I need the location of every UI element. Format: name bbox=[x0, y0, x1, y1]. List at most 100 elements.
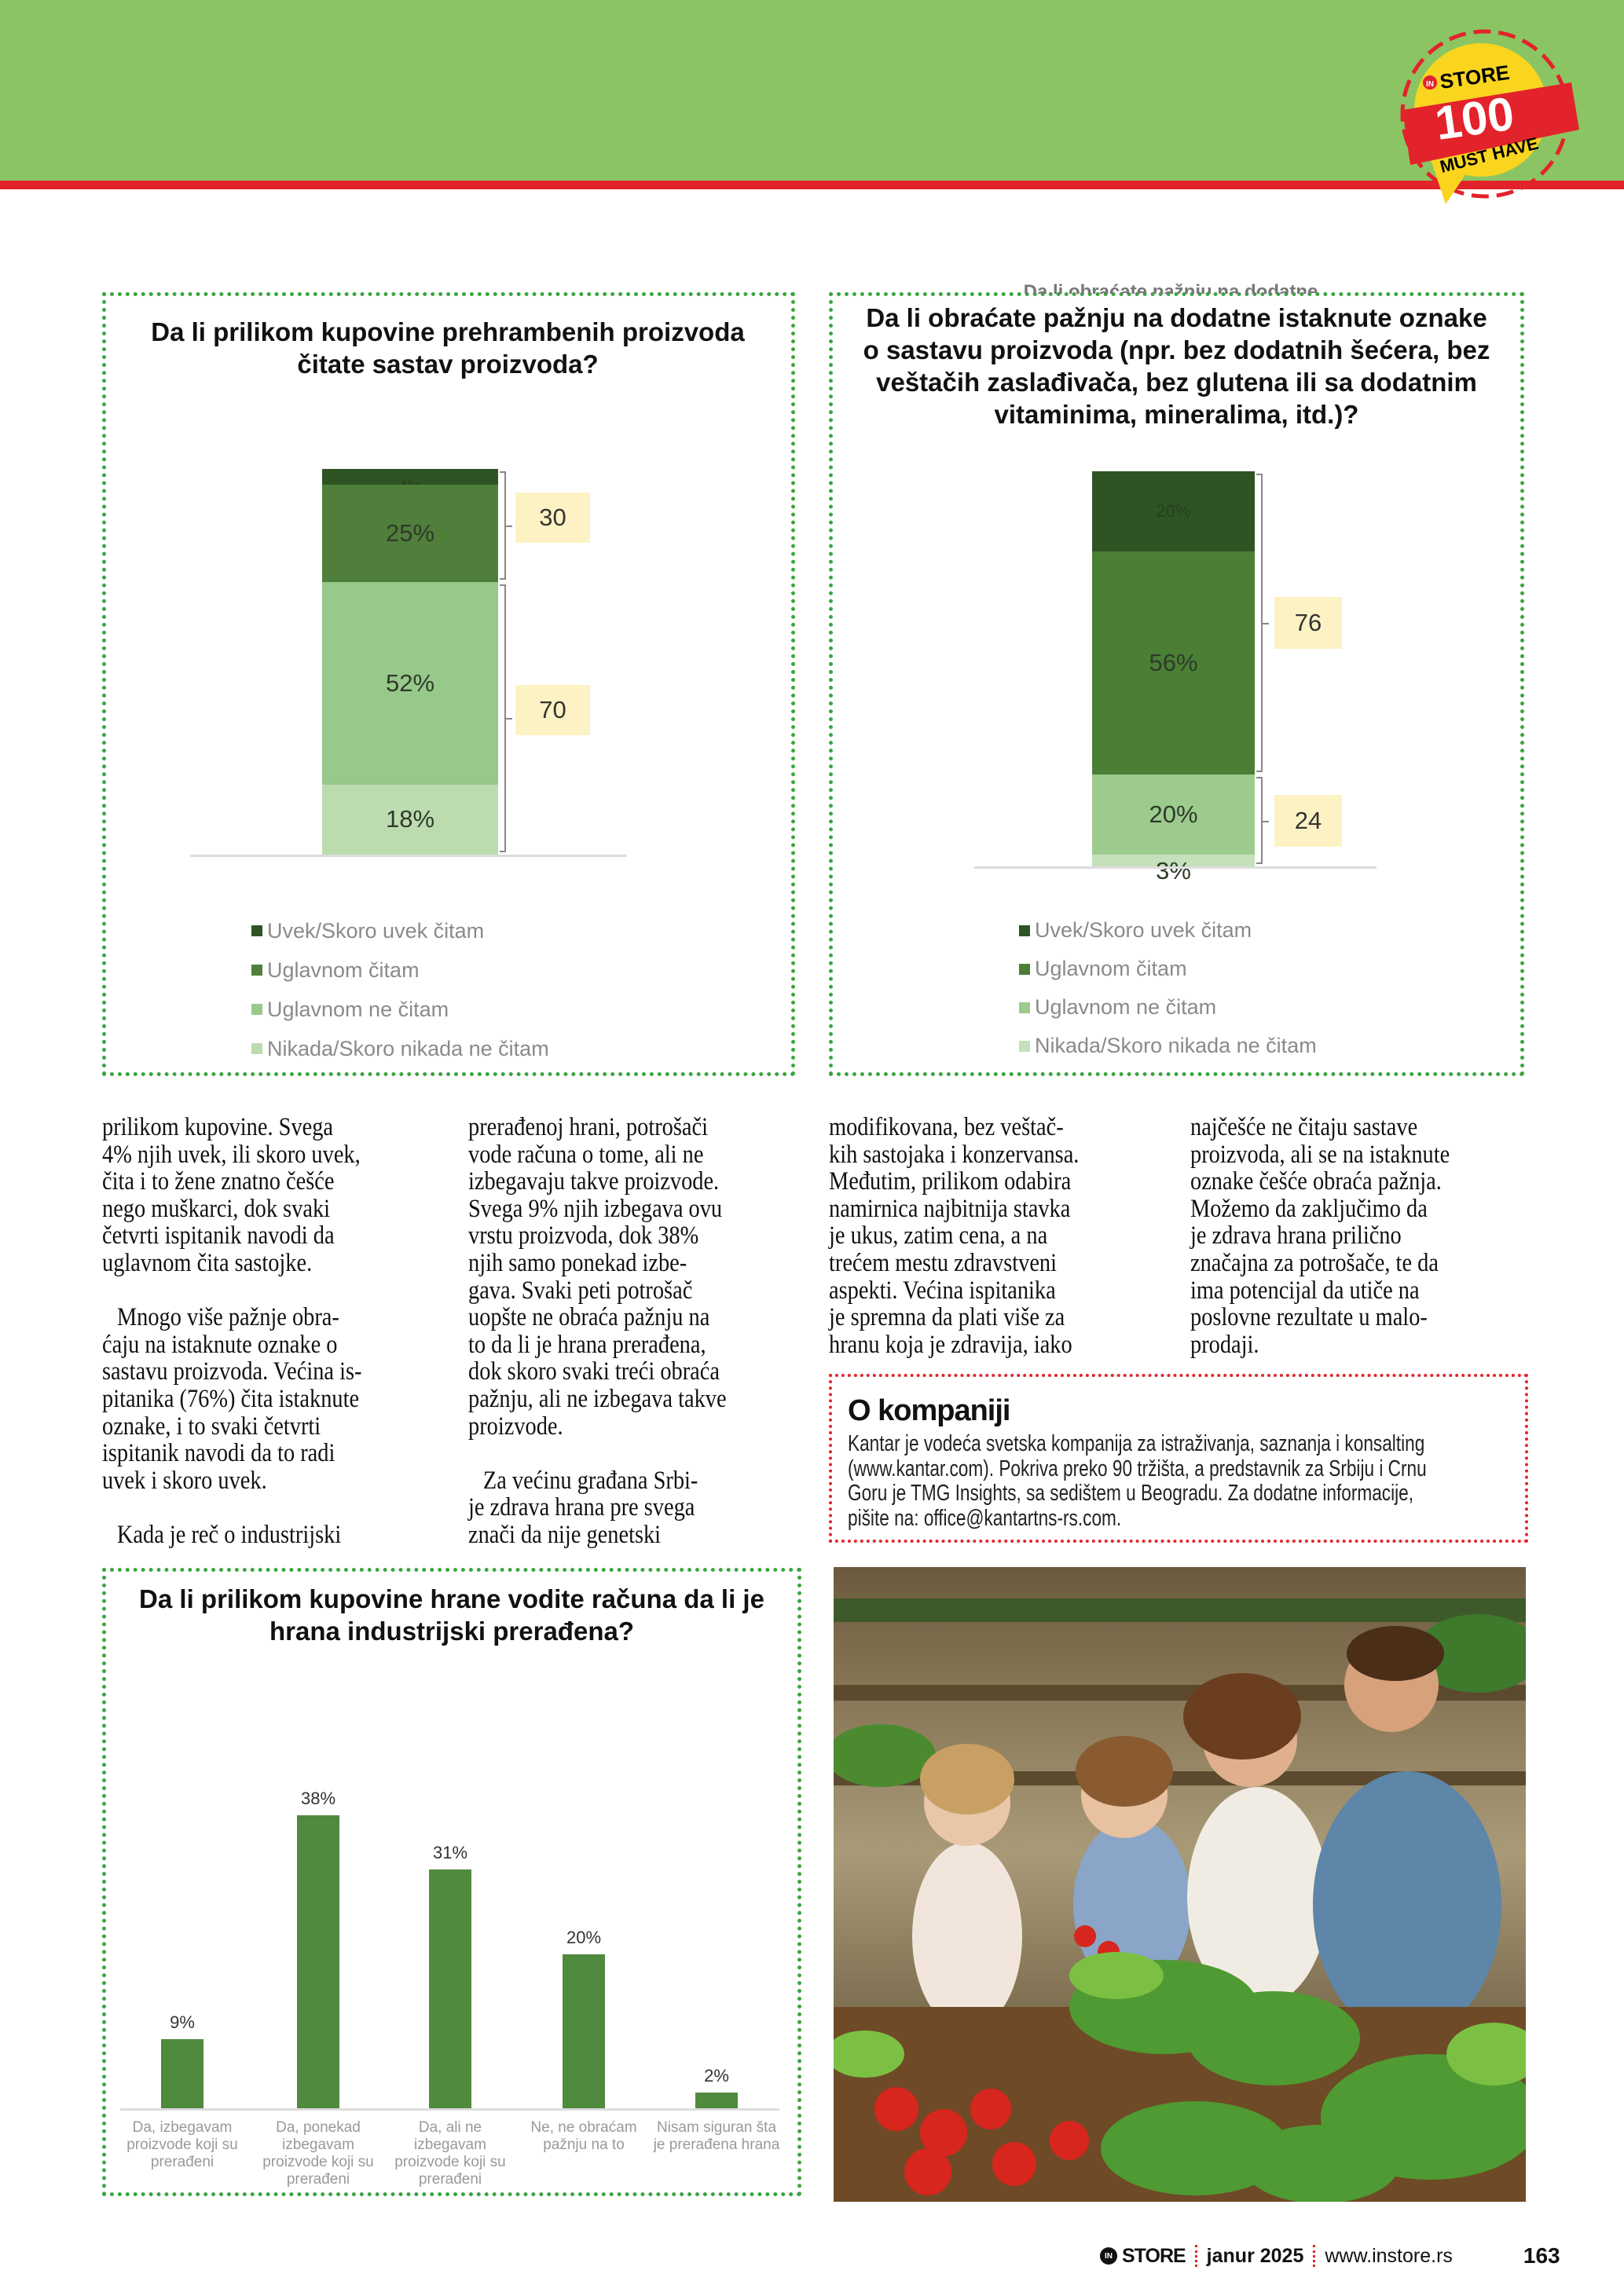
legend-swatch bbox=[1019, 963, 1030, 975]
legend-swatch bbox=[251, 925, 262, 936]
article-line: prilikom kupovine. Svega bbox=[102, 1113, 334, 1141]
category-label: Da, ali ne izbegavam proizvode koji su prer… bbox=[383, 2119, 517, 2188]
legend-label: Uglavnom čitam bbox=[267, 958, 420, 982]
chart1-title-line: Da li prilikom kupovine prehrambenih pro… bbox=[151, 317, 745, 346]
svg-text:100: 100 bbox=[1432, 87, 1516, 150]
chart3-title-line: Da li prilikom kupovine hrane vodite rač… bbox=[139, 1584, 764, 1613]
segment-label: 56% bbox=[1149, 648, 1198, 676]
stacked-segment-3: 52% bbox=[322, 581, 498, 785]
article-line: gava. Svaki peti potrošač bbox=[468, 1276, 693, 1305]
footer-issue: janur 2025 bbox=[1206, 2244, 1304, 2267]
article-line: čita i to žene znatno češće bbox=[102, 1167, 335, 1196]
article-line: hranu koja je zdravija, iako bbox=[829, 1330, 1072, 1359]
article-line: je zdrava hrana pre svega bbox=[468, 1493, 695, 1522]
svg-text:IN: IN bbox=[1426, 80, 1434, 89]
footer-brand: STORE bbox=[1122, 2244, 1186, 2267]
about-line: Kantar je vodeća svetska kompanija za is… bbox=[848, 1431, 1425, 1456]
category-label-line: Da, ali ne bbox=[418, 2119, 482, 2136]
footer-separator bbox=[1194, 2245, 1197, 2267]
article-line: to da li je hrana prerađena, bbox=[468, 1330, 706, 1359]
article-line: proizvode. bbox=[468, 1412, 563, 1441]
segment-label: 20% bbox=[1156, 500, 1191, 521]
legend-label: Uglavnom čitam bbox=[1035, 957, 1187, 980]
legend-swatch bbox=[1019, 925, 1030, 936]
stacked-segment-4: 18% bbox=[322, 784, 498, 855]
article-line: namirnica najbitnija stavka bbox=[829, 1194, 1071, 1223]
footer-website[interactable]: www.instore.rs bbox=[1325, 2244, 1453, 2267]
bar-value-label: 31% bbox=[432, 1842, 468, 1862]
about-title: O kompaniji bbox=[848, 1394, 1010, 1427]
article-line: oznake, i to svaki četvrti bbox=[102, 1412, 321, 1441]
chart1-box bbox=[102, 292, 795, 1076]
segment-label: 52% bbox=[385, 668, 435, 697]
bar-1 bbox=[161, 2038, 203, 2108]
article-line: vrstu proizvoda, dok 38% bbox=[468, 1221, 699, 1251]
group-bracket bbox=[500, 584, 512, 852]
category-label: Nisam siguran šta je prerađena hrana bbox=[650, 2119, 783, 2154]
bar-3 bbox=[429, 1869, 471, 2108]
family-shopping-vegetables-photo bbox=[834, 1567, 1526, 2202]
article-line: dok skoro svaki treći obraća bbox=[468, 1357, 720, 1386]
bar-2 bbox=[297, 1815, 339, 2108]
chart2-title-line: Da li obraćate pažnju na dodatne istaknu… bbox=[866, 303, 1487, 332]
bar-value-label: 2% bbox=[704, 2066, 729, 2086]
about-body: Kantar je vodeća svetska kompanija za is… bbox=[848, 1431, 1427, 1531]
stacked-segment-1: 4% bbox=[322, 469, 498, 497]
legend-label: Uglavnom ne čitam bbox=[1035, 995, 1217, 1019]
chart2-title-line: vitaminima, mineralima, itd.)? bbox=[994, 400, 1359, 429]
article-line: ima potencijal da utiče na bbox=[1190, 1276, 1420, 1305]
article-line: prodaji. bbox=[1190, 1330, 1259, 1359]
article-line: četvrti ispitanik navodi da bbox=[102, 1221, 335, 1251]
bar-value-label: 20% bbox=[566, 1927, 602, 1947]
segment-label: 3% bbox=[1156, 857, 1191, 885]
article-line: proizvoda, ali se na istaknute bbox=[1190, 1140, 1450, 1169]
article-line: kih sastojaka i konzervansa. bbox=[829, 1140, 1080, 1169]
chart3-title-line: hrana industrijski prerađena? bbox=[269, 1617, 634, 1646]
header-band bbox=[0, 0, 1624, 182]
article-line: Kada je reč o industrijski bbox=[116, 1520, 342, 1549]
article-line: najčešće ne čitaju sastave bbox=[1190, 1113, 1418, 1141]
legend-item: Nikada/Skoro nikada ne čitam bbox=[251, 1029, 549, 1068]
page-footer: IN STORE janur 2025 www.instore.rs 163 bbox=[1100, 2240, 1560, 2272]
category-label-line: Ne, ne obraćam bbox=[530, 2119, 637, 2136]
legend-swatch bbox=[251, 1004, 262, 1015]
article-line: znači da nije genetski bbox=[468, 1520, 662, 1549]
bar-value-label: 9% bbox=[170, 2012, 195, 2032]
article-line: pažnju, ali ne izbegava takve bbox=[468, 1384, 727, 1413]
article-line: oznake češće obraća pažnja. bbox=[1190, 1167, 1442, 1196]
chart2-title-line: veštačih zaslađivača, bez glutena ili sa… bbox=[876, 368, 1477, 397]
category-label-line: Nisam siguran šta bbox=[656, 2119, 777, 2136]
article-line: modifikovana, bez veštač- bbox=[829, 1113, 1064, 1141]
category-label-line: prerađeni bbox=[286, 2171, 350, 2188]
article-line: Možemo da zaključimo da bbox=[1190, 1194, 1428, 1223]
legend-item: Uglavnom čitam bbox=[251, 950, 549, 990]
segment-label: 20% bbox=[1149, 800, 1198, 828]
article-line bbox=[468, 1440, 727, 1467]
instore-100-must-have-badge: IN STORE 100 MUST HAVE bbox=[1400, 29, 1579, 204]
category-label-line: pažnju na to bbox=[543, 2137, 625, 2153]
about-company-box: O kompaniji Kantar je vodeća svetska kom… bbox=[829, 1374, 1528, 1543]
about-line: (www.kantar.com). Pokriva preko 90 tržiš… bbox=[848, 1456, 1427, 1481]
legend-item: Uvek/Skoro uvek čitam bbox=[1019, 911, 1317, 950]
article-column-1: prilikom kupovine. Svega 4% njih uvek, il… bbox=[102, 1114, 361, 1549]
legend-swatch bbox=[251, 1043, 262, 1054]
chart2-title-line: o sastavu proizvoda (npr. bez dodatnih š… bbox=[863, 335, 1490, 364]
article-column-4: najčešće ne čitaju sastave proizvoda, ali… bbox=[1190, 1114, 1450, 1358]
stacked-segment-1: 20% bbox=[1092, 471, 1255, 551]
article-line: je spremna da plati više za bbox=[829, 1303, 1065, 1332]
legend-label: Uvek/Skoro uvek čitam bbox=[267, 918, 485, 943]
article-line: aspekti. Većina ispitanika bbox=[829, 1276, 1056, 1305]
category-label-line: Da, izbegavam bbox=[132, 2119, 233, 2136]
category-label-line: proizvode koji su bbox=[126, 2137, 238, 2153]
article-line: uopšte ne obraća pažnju na bbox=[468, 1303, 710, 1332]
legend-item: Nikada/Skoro nikada ne čitam bbox=[1019, 1027, 1317, 1065]
chart2-box bbox=[829, 292, 1524, 1076]
category-label: Ne, ne obraćam pažnju na to bbox=[517, 2119, 651, 2154]
article-line: Svega 9% njih izbegava ovu bbox=[468, 1194, 723, 1223]
article-line bbox=[102, 1494, 361, 1522]
segment-label: 18% bbox=[385, 805, 435, 833]
legend-item: Uvek/Skoro uvek čitam bbox=[251, 911, 549, 950]
article-line: vode računa o tome, ali ne bbox=[468, 1140, 704, 1169]
group-bracket bbox=[1256, 777, 1269, 864]
legend-label: Nikada/Skoro nikada ne čitam bbox=[267, 1036, 549, 1060]
